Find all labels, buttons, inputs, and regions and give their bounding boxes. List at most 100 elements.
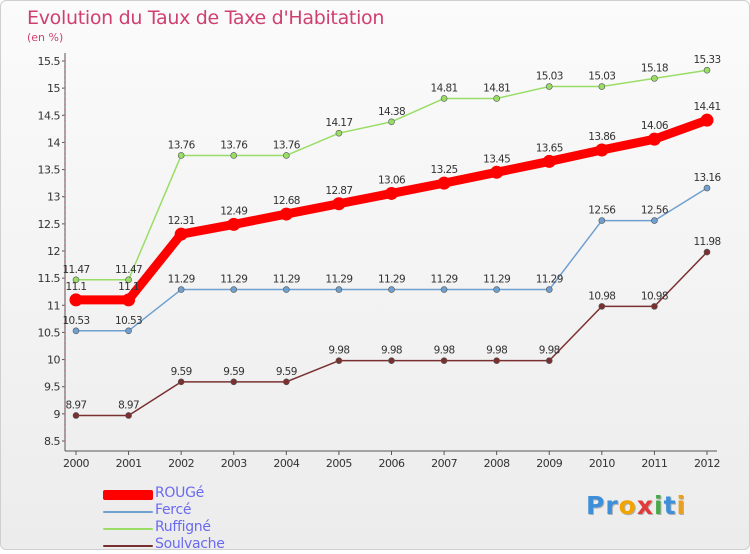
data-label: 13.76 [168, 139, 196, 151]
data-label: 10.53 [62, 315, 89, 327]
data-label: 9.59 [223, 366, 244, 378]
series-1-point [493, 286, 500, 293]
series-2-point [230, 152, 238, 159]
data-label: 14.06 [641, 120, 669, 132]
series-0-point [542, 154, 556, 168]
data-label: 10.98 [641, 290, 668, 302]
data-label: 14.41 [693, 101, 720, 113]
series-2-point [177, 152, 185, 159]
y-tick-label: 10 [47, 354, 60, 367]
data-label: 14.17 [325, 117, 352, 129]
data-label: 13.76 [273, 139, 301, 151]
series-0-point [647, 132, 661, 146]
y-tick-label: 10.5 [38, 326, 61, 339]
data-label: 13.65 [536, 142, 563, 154]
data-label: 14.81 [431, 82, 458, 94]
y-tick-label: 9.5 [44, 381, 60, 394]
data-label: 11.29 [325, 274, 352, 286]
data-label: 11.29 [378, 274, 405, 286]
data-label: 11.98 [693, 236, 720, 248]
series-1-point [335, 286, 343, 293]
x-tick-label: 2001 [116, 457, 142, 470]
data-label: 12.49 [220, 205, 247, 217]
series-2-point [545, 83, 553, 90]
series-3-point [703, 248, 711, 256]
data-label: 14.38 [378, 106, 405, 118]
series-3-point [598, 303, 606, 310]
y-tick-label: 14 [47, 136, 60, 149]
data-label: 9.98 [381, 345, 402, 357]
series-1-point [72, 327, 80, 335]
y-tick-label: 9 [54, 408, 61, 421]
data-label: 15.03 [536, 71, 563, 83]
x-tick-label: 2011 [641, 457, 667, 470]
legend-label-ruffigne: Ruffigné [155, 519, 211, 535]
legend-label-soulvache: Soulvache [155, 536, 225, 552]
data-label: 9.98 [539, 345, 560, 357]
series-1-point [283, 286, 290, 293]
logo-letter: o [618, 491, 637, 520]
data-label: 10.53 [115, 315, 142, 327]
logo-letter: x [636, 491, 654, 520]
series-0-point [595, 143, 609, 157]
series-1-point [440, 286, 448, 293]
series-1-point [177, 286, 185, 293]
x-tick-label: 2005 [326, 457, 352, 470]
series-2-point [598, 83, 606, 90]
data-label: 9.98 [434, 345, 455, 357]
series-3-point [388, 357, 395, 364]
data-label: 10.98 [588, 290, 615, 302]
series-0-point [279, 207, 293, 221]
series-2-point [388, 118, 395, 126]
series-2-point [493, 95, 500, 102]
y-tick-label: 11 [47, 299, 60, 312]
series-2-point [440, 95, 448, 102]
series-0-point [385, 186, 398, 200]
data-label: 13.25 [431, 164, 458, 176]
series-0-point [490, 165, 504, 179]
x-tick-label: 2009 [536, 457, 562, 470]
series-3-point [335, 357, 343, 364]
data-label: 8.97 [118, 399, 139, 411]
y-tick-label: 8.5 [44, 435, 60, 448]
legend-swatch-ruffigne [103, 527, 153, 530]
series-3-point [545, 357, 553, 364]
data-label: 12.31 [168, 215, 195, 227]
y-tick-label: 12.5 [38, 218, 61, 231]
data-label: 11.29 [483, 274, 510, 286]
y-tick-label: 13 [47, 191, 60, 204]
legend-swatch-soulvache [103, 544, 153, 547]
series-0-point [69, 293, 83, 307]
series-2-point [651, 75, 658, 82]
data-label: 9.98 [486, 345, 507, 357]
series-2-point [283, 152, 290, 159]
series-3-point [72, 412, 80, 419]
series-1-point [598, 217, 606, 224]
series-3-point [493, 357, 500, 364]
data-label: 11.29 [273, 274, 300, 286]
x-tick-label: 2002 [168, 457, 194, 470]
x-tick-label: 2007 [431, 457, 457, 470]
logo-letter: i [654, 491, 664, 520]
legend-label-ferce: Fercé [155, 502, 192, 518]
x-tick-label: 2010 [589, 457, 615, 470]
data-label: 13.06 [378, 174, 406, 186]
x-tick-label: 2004 [273, 457, 299, 470]
data-label: 9.59 [276, 366, 297, 378]
y-tick-label: 15.5 [38, 55, 61, 68]
y-tick-label: 13.5 [38, 164, 61, 177]
series-1-point [388, 286, 395, 293]
logo-letter: t [663, 491, 677, 520]
chart-title: Evolution du Taux de Taxe d'Habitation [27, 7, 385, 29]
data-label: 11.29 [168, 274, 195, 286]
data-label: 12.56 [641, 205, 669, 217]
series-3-point [651, 303, 658, 310]
data-label: 9.59 [171, 366, 192, 378]
series-1-point [230, 286, 238, 293]
data-label: 11.47 [62, 264, 89, 276]
legend-swatch-ferce [103, 510, 153, 513]
data-label: 8.97 [66, 399, 87, 411]
data-label: 11.1 [118, 281, 139, 293]
data-label: 9.98 [328, 345, 349, 357]
